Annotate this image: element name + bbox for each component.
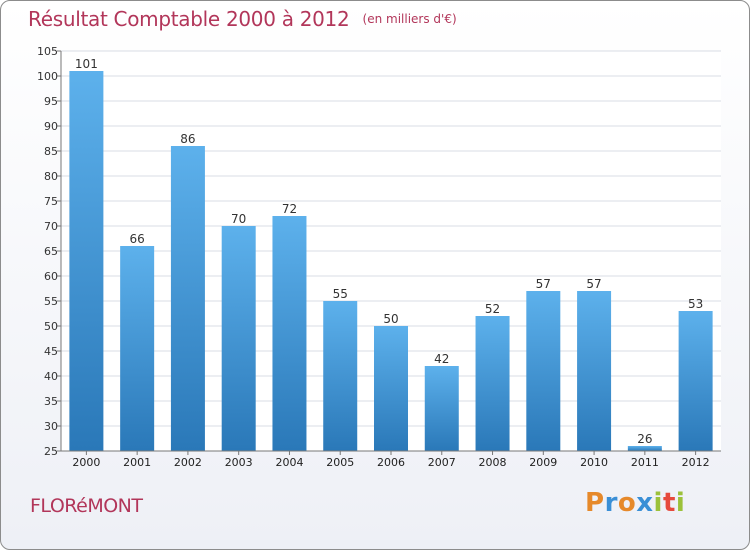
bar-2001 <box>120 246 155 451</box>
y-tick-label: 40 <box>44 370 58 383</box>
bar-2006 <box>374 326 408 451</box>
chart-header: Résultat Comptable 2000 à 2012 (en milli… <box>28 7 457 31</box>
value-label-2000: 101 <box>75 57 98 71</box>
chart-unit: (en milliers d'€) <box>362 12 457 26</box>
y-tick-label: 85 <box>44 145 58 158</box>
y-tick-label: 90 <box>44 120 58 133</box>
y-tick-label: 100 <box>37 70 58 83</box>
logo-letter: r <box>604 488 618 518</box>
y-tick-label: 70 <box>44 220 58 233</box>
axes: 25 30 35 40 45 50 55 60 65 70 75 80 85 90 95 100 105 2000… <box>37 45 721 469</box>
y-tick-label: 105 <box>37 45 58 58</box>
value-label-2006: 50 <box>383 312 398 326</box>
y-tick-label: 25 <box>44 445 58 458</box>
value-label-2008: 52 <box>485 302 500 316</box>
proxiti-logo: Proxiti <box>585 488 685 518</box>
commune-name: FLORéMONT <box>30 495 143 517</box>
logo-letter: P <box>585 488 605 518</box>
value-label-2010: 57 <box>586 277 601 291</box>
x-tick-label-2005: 2005 <box>326 456 354 469</box>
value-label-2007: 42 <box>434 352 449 366</box>
bar-2010 <box>577 291 612 451</box>
x-tick-label-2003: 2003 <box>225 456 253 469</box>
x-tick-label-2004: 2004 <box>275 456 303 469</box>
bar-2008 <box>475 316 510 451</box>
bar-2007 <box>424 366 459 451</box>
x-tick-label-2008: 2008 <box>479 456 507 469</box>
value-label-2009: 57 <box>536 277 551 291</box>
bar-2011 <box>627 446 662 451</box>
value-label-2003: 70 <box>231 212 246 226</box>
value-label-2011: 26 <box>637 432 652 446</box>
bar-2004 <box>272 216 307 451</box>
logo-letter: t <box>662 488 676 518</box>
bar-2005 <box>323 301 358 451</box>
y-tick-label: 50 <box>44 320 58 333</box>
logo-letter: x <box>636 488 654 518</box>
y-tick-label: 55 <box>44 295 58 308</box>
x-tick-label-2012: 2012 <box>682 456 710 469</box>
value-label-2005: 55 <box>333 287 348 301</box>
bar-2002 <box>170 146 205 451</box>
bar-2003 <box>221 226 256 451</box>
y-tick-label: 80 <box>44 170 58 183</box>
y-tick-label: 65 <box>44 245 58 258</box>
x-tick-label-2000: 2000 <box>72 456 100 469</box>
y-tick-label: 30 <box>44 420 58 433</box>
logo-letter: i <box>675 488 686 518</box>
value-label-2002: 86 <box>180 132 195 146</box>
value-label-2001: 66 <box>130 232 145 246</box>
x-tick-label-2001: 2001 <box>123 456 151 469</box>
chart-title: Résultat Comptable 2000 à 2012 <box>28 7 350 31</box>
x-tick-label-2007: 2007 <box>428 456 456 469</box>
y-tick-label: 95 <box>44 95 58 108</box>
x-tick-label-2009: 2009 <box>529 456 557 469</box>
x-tick-label-2002: 2002 <box>174 456 202 469</box>
value-label-2012: 53 <box>688 297 703 311</box>
logo-letter: o <box>617 488 637 518</box>
y-tick-label: 60 <box>44 270 58 283</box>
y-tick-label: 75 <box>44 195 58 208</box>
bar-2012 <box>678 311 713 451</box>
x-tick-label-2006: 2006 <box>377 456 405 469</box>
x-tick-label-2010: 2010 <box>580 456 608 469</box>
y-tick-label: 45 <box>44 345 58 358</box>
bar-2009 <box>526 291 561 451</box>
bar-2000 <box>69 71 104 451</box>
bars: 101 66 86 70 72 55 50 42 52 57 57 26 53 <box>69 57 713 451</box>
x-tick-label-2011: 2011 <box>631 456 659 469</box>
value-label-2004: 72 <box>282 202 297 216</box>
logo-letter: i <box>653 488 663 518</box>
y-tick-label: 35 <box>44 395 58 408</box>
